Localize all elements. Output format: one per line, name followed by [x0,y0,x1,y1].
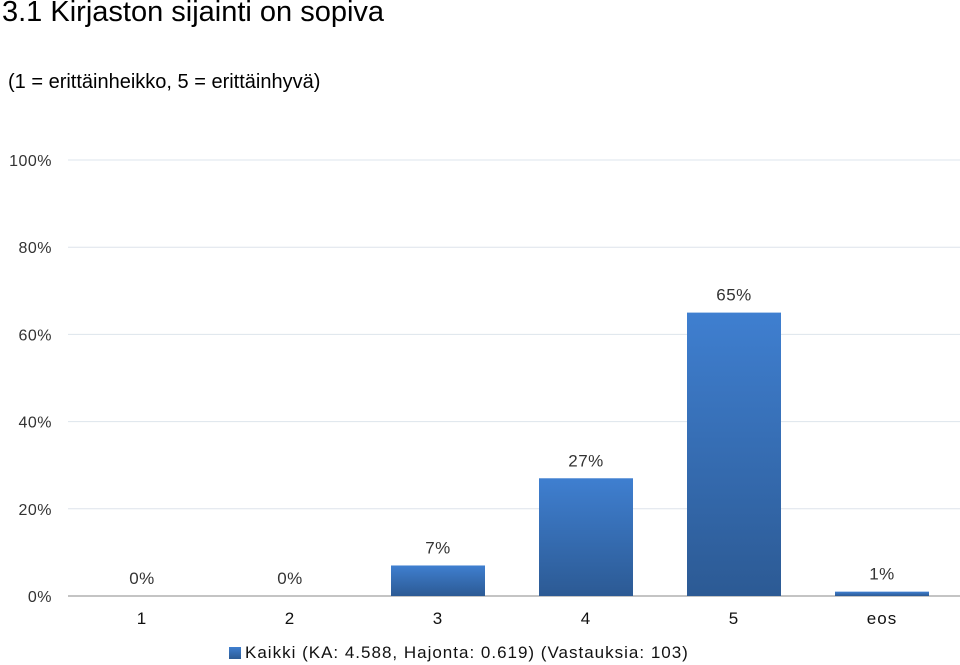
x-tick-label: 3 [433,609,443,628]
legend: Kaikki (KA: 4.588, Hajonta: 0.619) (Vast… [229,642,689,664]
data-label-3: 7% [425,538,451,557]
legend-swatch [229,647,241,659]
x-axis: 1 2 3 4 5 eos [137,609,897,628]
data-label-5: 65% [716,286,752,305]
y-tick-label: 100% [9,153,52,170]
y-tick-label: 0% [28,589,52,606]
data-label-eos: 1% [869,565,895,584]
bar-4 [539,478,633,596]
chart-subtitle: (1 = erittäinheikko, 5 = erittäinhyvä) [8,71,321,93]
data-label-2: 0% [277,569,303,588]
data-label-4: 27% [568,451,604,470]
legend-label: Kaikki (KA: 4.588, Hajonta: 0.619) (Vast… [245,643,689,662]
bars [391,312,929,596]
x-tick-label: 2 [285,609,295,628]
x-tick-label: 4 [581,609,591,628]
bar-3 [391,565,485,596]
data-labels: 0% 0% 7% 27% 65% 1% [129,286,895,588]
y-tick-label: 40% [18,415,52,432]
bar-chart: 0% 20% 40% 60% 80% 100% 0% 0% 7% 27% 65% 1% 1 2 3 4 5 e… [9,153,960,628]
y-tick-label: 20% [18,502,52,519]
x-tick-label: 1 [137,609,147,628]
chart-title: 3.1 Kirjaston sijainti on sopiva [2,0,385,28]
x-tick-label: eos [867,609,897,628]
y-tick-label: 60% [18,327,52,344]
bar-eos [835,591,929,596]
gridlines [68,159,960,510]
y-tick-label: 80% [18,240,52,257]
x-tick-label: 5 [729,609,739,628]
bar-5 [687,312,781,596]
y-axis: 0% 20% 40% 60% 80% 100% [9,153,960,606]
data-label-1: 0% [129,569,155,588]
